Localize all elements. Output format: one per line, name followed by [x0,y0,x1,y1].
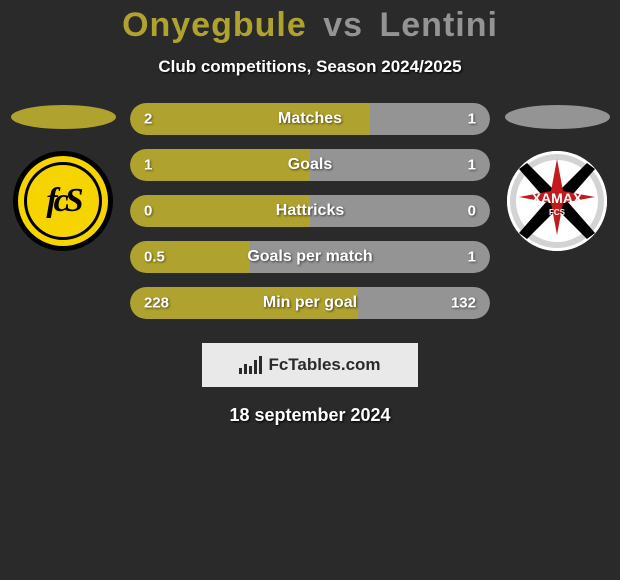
stat-bar-row: Goals 1 1 [130,149,490,181]
club-badge-right: XAMAX FCS [507,151,607,251]
stat-value-right: 1 [468,111,476,128]
left-badge-column: fcS [8,97,118,251]
stat-value-left: 0 [144,203,152,220]
main-comparison: fcS Matches 2 1 Goals 1 1 Hattricks 0 0 Goals per… [0,97,620,319]
stat-label: Matches [278,110,342,128]
right-badge-column: XAMAX FCS [502,97,612,251]
stat-value-left: 1 [144,157,152,174]
date-text: 18 september 2024 [0,405,620,426]
right-shadow-ellipse [505,105,610,129]
left-shadow-ellipse [11,105,116,129]
stat-label: Goals [288,156,332,174]
stat-bar-row: Min per goal 228 132 [130,287,490,319]
stat-label: Min per goal [263,294,357,312]
stat-bars: Matches 2 1 Goals 1 1 Hattricks 0 0 Goals per mat… [130,97,490,319]
stat-value-left: 228 [144,295,169,312]
stat-value-right: 132 [451,295,476,312]
stat-bar-row: Goals per match 0.5 1 [130,241,490,273]
branding-badge[interactable]: FcTables.com [202,343,418,387]
player2-name: Lentini [380,6,498,44]
svg-text:XAMAX: XAMAX [532,190,583,206]
stat-value-left: 0.5 [144,249,165,266]
xamax-icon: XAMAX FCS [507,151,607,251]
subtitle: Club competitions, Season 2024/2025 [0,57,620,77]
stat-bar-right [310,149,490,181]
branding-text: FcTables.com [268,355,380,375]
svg-text:FCS: FCS [549,208,566,217]
club-badge-left-ring: fcS [24,162,102,240]
comparison-title: Onyegbule vs Lentini [0,6,620,45]
vs-text: vs [323,6,363,44]
club-badge-left-monogram: fcS [46,182,79,220]
stat-value-left: 2 [144,111,152,128]
stat-label: Goals per match [247,248,372,266]
stat-bar-row: Hattricks 0 0 [130,195,490,227]
stat-value-right: 1 [468,249,476,266]
stat-bar-left [130,149,310,181]
bars-icon [239,356,262,374]
stat-label: Hattricks [276,202,344,220]
stat-value-right: 1 [468,157,476,174]
stat-value-right: 0 [468,203,476,220]
club-badge-left: fcS [13,151,113,251]
player1-name: Onyegbule [122,6,307,44]
stat-bar-row: Matches 2 1 [130,103,490,135]
